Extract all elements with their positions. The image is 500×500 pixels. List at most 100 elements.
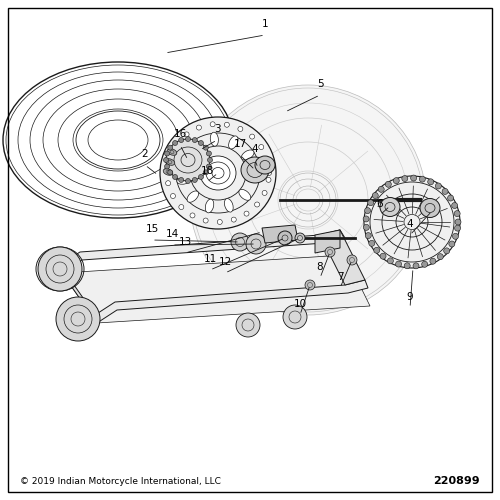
Text: 13: 13 xyxy=(178,237,192,247)
Circle shape xyxy=(283,305,307,329)
Circle shape xyxy=(206,151,212,156)
Circle shape xyxy=(254,202,260,207)
Ellipse shape xyxy=(241,157,269,183)
Text: 4: 4 xyxy=(252,144,258,154)
Ellipse shape xyxy=(190,85,426,315)
Polygon shape xyxy=(320,230,365,285)
Ellipse shape xyxy=(239,190,251,200)
Circle shape xyxy=(363,216,369,222)
Ellipse shape xyxy=(177,176,190,184)
Ellipse shape xyxy=(3,62,233,218)
Ellipse shape xyxy=(206,199,214,213)
Circle shape xyxy=(264,157,270,162)
Circle shape xyxy=(198,174,203,180)
Polygon shape xyxy=(315,230,340,253)
Circle shape xyxy=(196,125,202,130)
Circle shape xyxy=(168,145,172,150)
Text: 8: 8 xyxy=(316,262,324,272)
Circle shape xyxy=(364,224,370,230)
Ellipse shape xyxy=(160,117,276,229)
Circle shape xyxy=(56,297,100,341)
Text: 220899: 220899 xyxy=(434,476,480,486)
Circle shape xyxy=(364,208,370,214)
Circle shape xyxy=(374,248,380,254)
Circle shape xyxy=(366,232,372,238)
Polygon shape xyxy=(95,280,368,323)
Circle shape xyxy=(204,170,208,175)
Text: 7: 7 xyxy=(336,272,344,282)
Circle shape xyxy=(208,158,212,162)
Circle shape xyxy=(410,175,416,181)
Ellipse shape xyxy=(228,136,238,149)
Ellipse shape xyxy=(420,198,440,218)
Text: 14: 14 xyxy=(166,229,178,239)
Text: 5: 5 xyxy=(316,79,324,89)
Circle shape xyxy=(38,247,82,291)
Circle shape xyxy=(372,192,378,198)
Circle shape xyxy=(305,280,315,290)
Circle shape xyxy=(266,170,272,175)
Text: 16: 16 xyxy=(174,129,186,139)
Circle shape xyxy=(236,313,260,337)
Circle shape xyxy=(206,164,212,169)
Circle shape xyxy=(172,140,178,145)
Ellipse shape xyxy=(210,132,218,146)
Circle shape xyxy=(454,225,460,231)
Circle shape xyxy=(174,142,179,146)
Circle shape xyxy=(192,178,198,182)
Text: 15: 15 xyxy=(146,224,158,234)
Circle shape xyxy=(388,258,394,264)
Circle shape xyxy=(325,247,335,257)
Circle shape xyxy=(164,167,170,172)
Text: 11: 11 xyxy=(204,254,216,264)
Circle shape xyxy=(218,220,222,224)
Circle shape xyxy=(168,154,172,158)
Circle shape xyxy=(404,263,410,269)
Ellipse shape xyxy=(246,169,260,177)
Circle shape xyxy=(452,202,458,208)
Circle shape xyxy=(186,136,190,141)
Text: 12: 12 xyxy=(218,257,232,267)
Text: 17: 17 xyxy=(234,139,246,149)
Circle shape xyxy=(204,145,208,150)
Circle shape xyxy=(448,195,454,201)
Circle shape xyxy=(210,122,215,127)
Ellipse shape xyxy=(255,156,275,174)
Circle shape xyxy=(170,194,175,198)
Ellipse shape xyxy=(187,191,198,202)
Circle shape xyxy=(436,183,442,189)
Circle shape xyxy=(442,188,448,194)
Circle shape xyxy=(262,190,267,196)
Circle shape xyxy=(428,179,434,185)
Circle shape xyxy=(166,180,170,186)
Ellipse shape xyxy=(364,176,460,268)
Circle shape xyxy=(164,158,168,162)
Circle shape xyxy=(380,253,386,259)
Circle shape xyxy=(232,217,236,222)
Circle shape xyxy=(203,218,208,223)
Ellipse shape xyxy=(163,168,173,175)
Circle shape xyxy=(278,231,292,245)
Text: 2: 2 xyxy=(142,149,148,159)
Text: © 2019 Indian Motorcycle International, LLC: © 2019 Indian Motorcycle International, … xyxy=(20,477,221,486)
Circle shape xyxy=(449,241,455,247)
Circle shape xyxy=(378,186,384,192)
Circle shape xyxy=(244,211,249,216)
Circle shape xyxy=(186,178,190,184)
Circle shape xyxy=(422,262,428,268)
Ellipse shape xyxy=(191,140,202,152)
Circle shape xyxy=(164,164,170,169)
Circle shape xyxy=(172,174,178,180)
Circle shape xyxy=(266,178,271,182)
Circle shape xyxy=(452,234,458,239)
Text: 6: 6 xyxy=(376,199,384,209)
Polygon shape xyxy=(60,230,345,273)
Ellipse shape xyxy=(76,111,160,169)
Ellipse shape xyxy=(178,157,192,166)
Polygon shape xyxy=(62,255,370,323)
Circle shape xyxy=(259,144,264,150)
Circle shape xyxy=(368,200,374,205)
Circle shape xyxy=(402,176,408,182)
Circle shape xyxy=(192,138,198,142)
Circle shape xyxy=(190,213,195,218)
